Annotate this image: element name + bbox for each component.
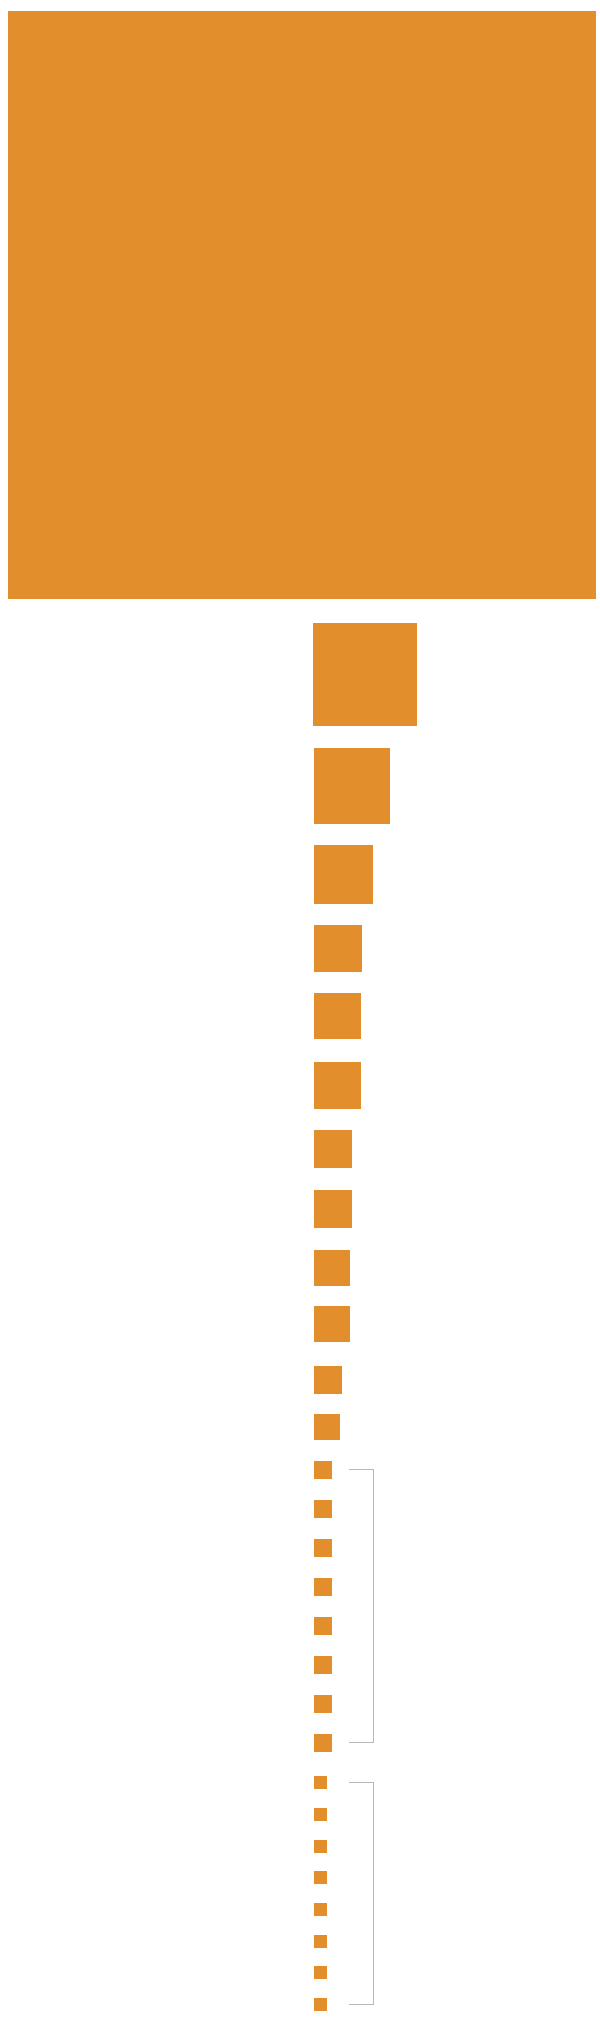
square-5 [314, 925, 362, 972]
square-27 [314, 1935, 327, 1948]
square-29 [314, 1998, 327, 2011]
square-3 [314, 748, 390, 824]
square-12 [314, 1366, 342, 1394]
square-15 [314, 1500, 332, 1518]
group-bracket-b [349, 1782, 374, 2005]
group-bracket-a [349, 1469, 374, 1743]
square-26 [314, 1903, 327, 1916]
square-21 [314, 1734, 332, 1752]
square-25 [314, 1871, 327, 1884]
square-17 [314, 1578, 332, 1596]
square-13 [314, 1414, 340, 1440]
square-10 [314, 1250, 350, 1286]
square-16 [314, 1539, 332, 1557]
square-11 [314, 1306, 350, 1342]
square-19 [314, 1656, 332, 1674]
square-23 [314, 1808, 327, 1821]
square-14 [314, 1461, 332, 1479]
square-8 [314, 1130, 352, 1168]
square-24 [314, 1840, 327, 1853]
square-9 [314, 1190, 352, 1228]
square-20 [314, 1695, 332, 1713]
square-4 [314, 845, 373, 904]
square-28 [314, 1966, 327, 1979]
square-22 [314, 1776, 327, 1789]
square-2 [313, 623, 417, 726]
square-7 [314, 1062, 361, 1109]
square-6 [314, 993, 361, 1039]
square-1 [8, 11, 596, 599]
square-18 [314, 1617, 332, 1635]
